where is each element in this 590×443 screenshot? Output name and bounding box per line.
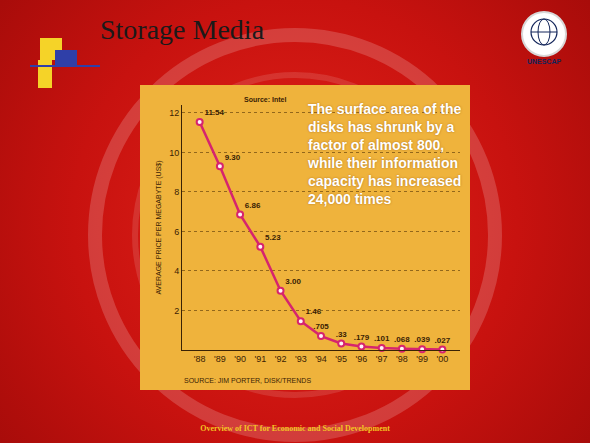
svg-text:4: 4	[174, 266, 179, 276]
svg-text:.33: .33	[336, 330, 348, 339]
svg-text:6.86: 6.86	[245, 201, 261, 210]
svg-text:'90: '90	[234, 354, 246, 364]
svg-text:12: 12	[169, 108, 179, 118]
svg-text:'96: '96	[356, 354, 368, 364]
svg-text:5.23: 5.23	[265, 233, 281, 242]
svg-text:1.46: 1.46	[306, 307, 322, 316]
svg-text:'00: '00	[436, 354, 448, 364]
svg-text:.027: .027	[435, 336, 451, 345]
svg-text:'88: '88	[194, 354, 206, 364]
svg-text:'93: '93	[295, 354, 307, 364]
svg-text:'89: '89	[214, 354, 226, 364]
svg-text:'97: '97	[376, 354, 388, 364]
html-text:Overview of ICT for Economic a: Overview of ICT for Economic and Social …	[200, 424, 390, 433]
html-text:Storage Media: Storage Media	[100, 14, 265, 45]
svg-text:8: 8	[174, 187, 179, 197]
svg-text:11.54: 11.54	[204, 108, 224, 117]
svg-text:'95: '95	[335, 354, 347, 364]
svg-text:.068: .068	[394, 335, 410, 344]
svg-text:'94: '94	[315, 354, 327, 364]
svg-text:AVERAGE PRICE PER MEGABYTE (US: AVERAGE PRICE PER MEGABYTE (US$)	[155, 160, 163, 294]
svg-text:.039: .039	[414, 335, 430, 344]
html-text:UNESCAP: UNESCAP	[526, 58, 562, 65]
svg-text:'91: '91	[254, 354, 266, 364]
svg-text:SOURCE: JIM PORTER, DISK/TREND: SOURCE: JIM PORTER, DISK/TRENDS	[184, 377, 311, 384]
svg-text:'98: '98	[396, 354, 408, 364]
svg-text:10: 10	[169, 148, 179, 158]
svg-text:2: 2	[174, 306, 179, 316]
svg-text:6: 6	[174, 227, 179, 237]
svg-text:9.30: 9.30	[225, 153, 241, 162]
html-text:The surface area of the disks: The surface area of the disks has shrunk…	[308, 101, 462, 207]
svg-text:'99: '99	[416, 354, 428, 364]
svg-text:3.00: 3.00	[285, 277, 301, 286]
svg-text:.179: .179	[354, 333, 370, 342]
svg-text:.101: .101	[374, 334, 390, 343]
svg-text:Source: Intel: Source: Intel	[244, 96, 286, 103]
svg-text:'92: '92	[275, 354, 287, 364]
svg-text:.705: .705	[313, 322, 329, 331]
